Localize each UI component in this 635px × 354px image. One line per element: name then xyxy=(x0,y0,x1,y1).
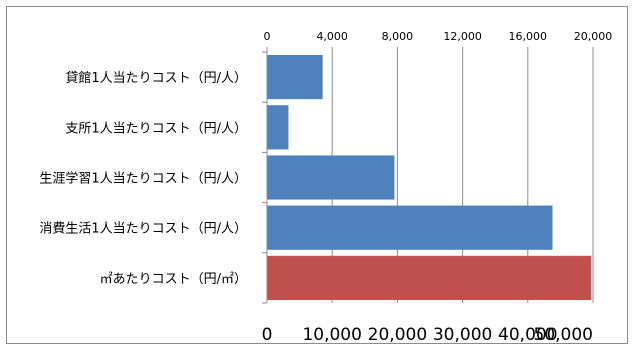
bottom-axis-tick-label: 40,000 xyxy=(498,325,557,345)
bottom-axis-tick-label: 20,000 xyxy=(368,325,427,345)
category-label: 支所1人当たりコスト（円/人） xyxy=(65,121,247,136)
bar-layer xyxy=(266,55,592,300)
top-axis-tick-label: 0 xyxy=(264,30,271,43)
bottom-axis-tick-label: 30,000 xyxy=(433,325,492,345)
category-label: 消費生活1人当たりコスト（円/人） xyxy=(39,222,247,237)
category-label: ㎡あたりコスト（円/㎡） xyxy=(100,272,247,287)
bar xyxy=(266,255,592,300)
bottom-axis-tick-label: 0 xyxy=(262,325,273,345)
bar xyxy=(266,55,323,100)
bottom-axis-tick-label: 10,000 xyxy=(302,325,361,345)
bottom-axis-tick-label: 50,000 xyxy=(534,325,593,345)
category-label: 貸館1人当たりコスト（円/人） xyxy=(65,70,247,86)
axis-layer xyxy=(262,47,594,304)
category-label: 生涯学習1人当たりコスト（円/人） xyxy=(39,171,247,187)
top-axis-tick-label: 8,000 xyxy=(382,30,414,43)
top-axis-tick-label: 4,000 xyxy=(316,30,348,43)
top-axis-tick-label: 16,000 xyxy=(509,30,548,43)
label-layer: 0 4,000 8,000 12,000 16,000 20,000 0 10,000 20,0… xyxy=(39,30,612,345)
top-axis-tick-label: 12,000 xyxy=(443,30,482,43)
bar xyxy=(266,105,289,150)
bar xyxy=(266,205,553,250)
bar xyxy=(266,155,395,200)
top-axis-tick-label: 20,000 xyxy=(574,30,613,43)
